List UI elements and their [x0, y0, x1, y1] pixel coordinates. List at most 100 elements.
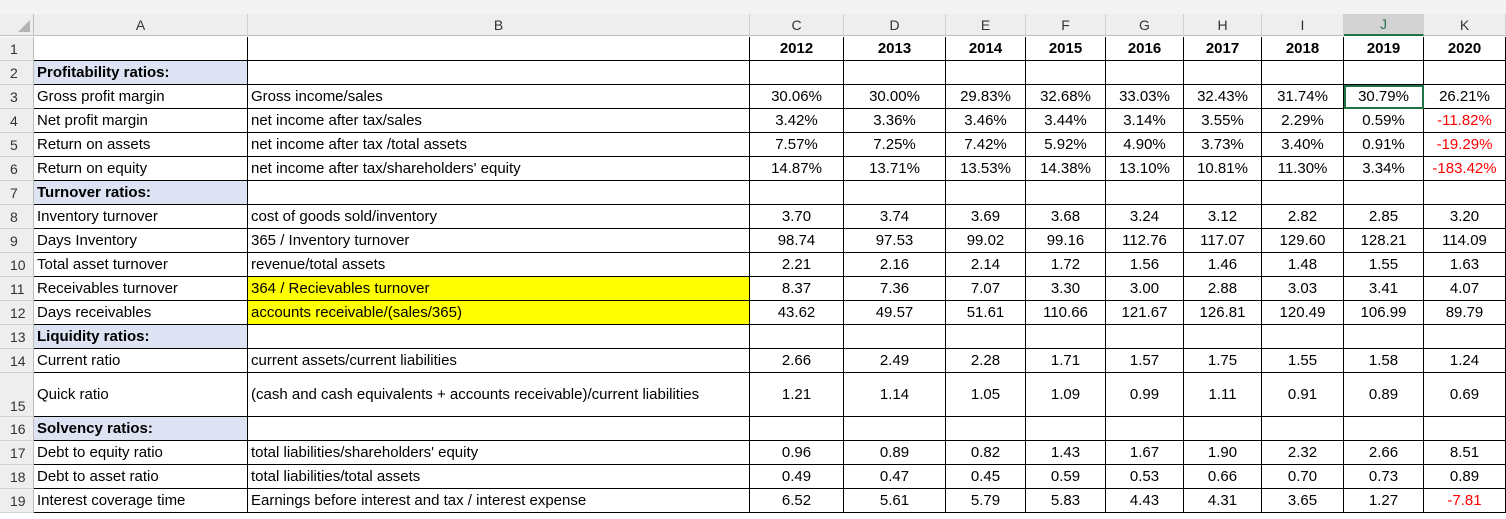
value-cell-2019[interactable]: 0.89: [1344, 373, 1424, 417]
value-cell-2018[interactable]: [1262, 417, 1344, 441]
value-cell-2020[interactable]: [1424, 417, 1506, 441]
row-header[interactable]: 8: [0, 205, 34, 229]
value-cell-2016[interactable]: 0.53: [1106, 465, 1184, 489]
value-cell-2013[interactable]: 3.74: [844, 205, 946, 229]
value-cell-2015[interactable]: [1026, 61, 1106, 85]
ratio-name[interactable]: Days receivables: [34, 301, 248, 325]
value-cell-2020[interactable]: 114.09: [1424, 229, 1506, 253]
value-cell-2015[interactable]: 99.16: [1026, 229, 1106, 253]
value-cell-2012[interactable]: [750, 61, 844, 85]
year-header-2019[interactable]: 2019: [1344, 37, 1424, 61]
value-cell-2016[interactable]: 33.03%: [1106, 85, 1184, 109]
ratio-name[interactable]: Debt to asset ratio: [34, 465, 248, 489]
value-cell-2014[interactable]: 5.79: [946, 489, 1026, 513]
cell-a1[interactable]: [34, 37, 248, 61]
value-cell-2015[interactable]: 0.59: [1026, 465, 1106, 489]
value-cell-2018[interactable]: 3.65: [1262, 489, 1344, 513]
value-cell-2018[interactable]: [1262, 181, 1344, 205]
row-header[interactable]: 1: [0, 37, 34, 61]
section-header[interactable]: Profitability ratios:: [34, 61, 248, 85]
value-cell-2016[interactable]: 121.67: [1106, 301, 1184, 325]
year-header-2018[interactable]: 2018: [1262, 37, 1344, 61]
year-header-2017[interactable]: 2017: [1184, 37, 1262, 61]
value-cell-2015[interactable]: 5.92%: [1026, 133, 1106, 157]
ratio-name[interactable]: Total asset turnover: [34, 253, 248, 277]
value-cell-2016[interactable]: 4.90%: [1106, 133, 1184, 157]
value-cell-2020[interactable]: [1424, 61, 1506, 85]
value-cell-2016[interactable]: 3.00: [1106, 277, 1184, 301]
value-cell-2012[interactable]: 8.37: [750, 277, 844, 301]
value-cell-2012[interactable]: 0.49: [750, 465, 844, 489]
value-cell-2017[interactable]: 3.12: [1184, 205, 1262, 229]
value-cell-2014[interactable]: 1.05: [946, 373, 1026, 417]
value-cell-2012[interactable]: 2.21: [750, 253, 844, 277]
value-cell-2014[interactable]: 2.28: [946, 349, 1026, 373]
value-cell-2013[interactable]: [844, 417, 946, 441]
value-cell-2014[interactable]: [946, 417, 1026, 441]
value-cell-2015[interactable]: 1.09: [1026, 373, 1106, 417]
value-cell-2019[interactable]: 0.73: [1344, 465, 1424, 489]
value-cell-2015[interactable]: [1026, 325, 1106, 349]
value-cell-2017[interactable]: [1184, 61, 1262, 85]
row-header[interactable]: 9: [0, 229, 34, 253]
value-cell-2016[interactable]: 3.24: [1106, 205, 1184, 229]
value-cell-2015[interactable]: 1.43: [1026, 441, 1106, 465]
value-cell-2017[interactable]: 0.66: [1184, 465, 1262, 489]
value-cell-2014[interactable]: [946, 181, 1026, 205]
value-cell-2020[interactable]: [1424, 325, 1506, 349]
ratio-formula[interactable]: [248, 325, 750, 349]
value-cell-2013[interactable]: 3.36%: [844, 109, 946, 133]
value-cell-2013[interactable]: 49.57: [844, 301, 946, 325]
ratio-name[interactable]: Net profit margin: [34, 109, 248, 133]
value-cell-2020[interactable]: -183.42%: [1424, 157, 1506, 181]
value-cell-2016[interactable]: [1106, 417, 1184, 441]
value-cell-2019[interactable]: 128.21: [1344, 229, 1424, 253]
value-cell-2013[interactable]: 5.61: [844, 489, 946, 513]
ratio-formula[interactable]: [248, 417, 750, 441]
value-cell-2019[interactable]: 1.27: [1344, 489, 1424, 513]
row-header[interactable]: 18: [0, 465, 34, 489]
value-cell-2014[interactable]: 29.83%: [946, 85, 1026, 109]
value-cell-2019[interactable]: [1344, 181, 1424, 205]
value-cell-2019[interactable]: [1344, 417, 1424, 441]
ratio-name[interactable]: Days Inventory: [34, 229, 248, 253]
ratio-name[interactable]: Receivables turnover: [34, 277, 248, 301]
value-cell-2013[interactable]: 0.47: [844, 465, 946, 489]
value-cell-2016[interactable]: [1106, 325, 1184, 349]
row-header[interactable]: 12: [0, 301, 34, 325]
value-cell-2016[interactable]: [1106, 181, 1184, 205]
value-cell-2019[interactable]: 3.41: [1344, 277, 1424, 301]
column-header-b[interactable]: B: [248, 14, 750, 36]
value-cell-2017[interactable]: 32.43%: [1184, 85, 1262, 109]
value-cell-2020[interactable]: -19.29%: [1424, 133, 1506, 157]
value-cell-2012[interactable]: 3.70: [750, 205, 844, 229]
value-cell-2012[interactable]: [750, 325, 844, 349]
value-cell-2015[interactable]: 14.38%: [1026, 157, 1106, 181]
value-cell-2014[interactable]: 3.69: [946, 205, 1026, 229]
value-cell-2018[interactable]: 11.30%: [1262, 157, 1344, 181]
value-cell-2013[interactable]: 0.89: [844, 441, 946, 465]
section-header[interactable]: Turnover ratios:: [34, 181, 248, 205]
ratio-name[interactable]: Return on assets: [34, 133, 248, 157]
row-header[interactable]: 6: [0, 157, 34, 181]
row-header[interactable]: 3: [0, 85, 34, 109]
section-header[interactable]: Liquidity ratios:: [34, 325, 248, 349]
value-cell-2020[interactable]: 0.89: [1424, 465, 1506, 489]
value-cell-2017[interactable]: 117.07: [1184, 229, 1262, 253]
value-cell-2016[interactable]: 13.10%: [1106, 157, 1184, 181]
year-header-2013[interactable]: 2013: [844, 37, 946, 61]
column-header-a[interactable]: A: [34, 14, 248, 36]
value-cell-2020[interactable]: 4.07: [1424, 277, 1506, 301]
ratio-formula[interactable]: net income after tax/sales: [248, 109, 750, 133]
value-cell-2016[interactable]: 1.56: [1106, 253, 1184, 277]
year-header-2012[interactable]: 2012: [750, 37, 844, 61]
value-cell-2020[interactable]: 1.63: [1424, 253, 1506, 277]
value-cell-2019[interactable]: 106.99: [1344, 301, 1424, 325]
ratio-name[interactable]: Inventory turnover: [34, 205, 248, 229]
value-cell-2014[interactable]: [946, 325, 1026, 349]
column-header-d[interactable]: D: [844, 14, 946, 36]
value-cell-2019[interactable]: 2.85: [1344, 205, 1424, 229]
value-cell-2016[interactable]: 3.14%: [1106, 109, 1184, 133]
value-cell-2012[interactable]: 1.21: [750, 373, 844, 417]
year-header-2014[interactable]: 2014: [946, 37, 1026, 61]
